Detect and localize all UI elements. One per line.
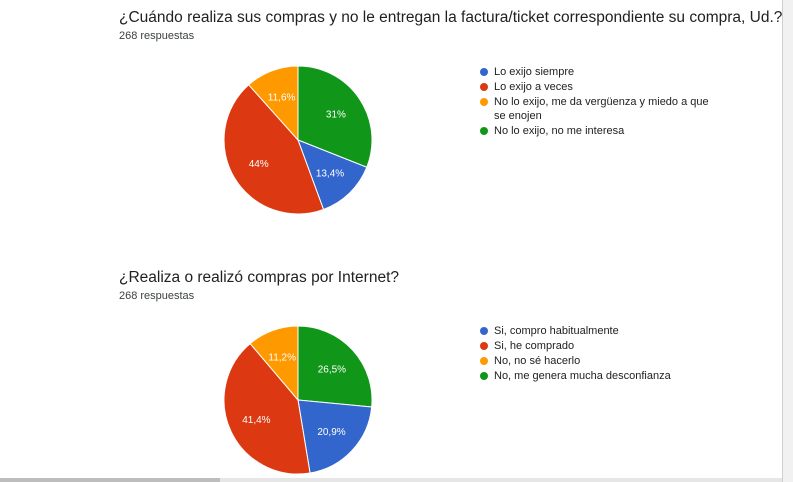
slice-label: 26,5% <box>318 365 346 376</box>
pie-chart[interactable]: 26,5% 20,9% 41,4% 11,2% <box>200 320 400 480</box>
legend-item[interactable]: Si, compro habitualmente <box>480 324 709 338</box>
pie-slice[interactable] <box>223 84 325 215</box>
responses-count: 268 respuestas <box>119 30 194 42</box>
window-bottom-edge <box>0 478 782 482</box>
legend-swatch <box>480 342 488 350</box>
legend-item[interactable]: Lo exijo siempre <box>480 65 709 79</box>
responses-number: 268 <box>119 290 138 302</box>
pie-slice[interactable] <box>248 65 299 142</box>
chart-title: ¿Cuándo realiza sus compras y no le entr… <box>119 9 783 26</box>
legend-label: No lo exijo, no me interesa <box>494 125 625 137</box>
legend-label: No lo exijo, me da vergüenza y miedo a q… <box>494 96 709 122</box>
chart-legend: Lo exijo siempre Lo exijo a veces No lo … <box>480 65 709 139</box>
legend-swatch <box>480 98 488 106</box>
responses-word: respuestas <box>140 30 195 42</box>
responses-word: respuestas <box>140 290 195 302</box>
legend-label: Si, he comprado <box>494 340 575 352</box>
pie-slice[interactable] <box>297 325 373 408</box>
legend-label: No, me genera mucha desconfianza <box>494 370 671 382</box>
slice-label: 13,4% <box>316 168 344 179</box>
legend-label: Si, compro habitualmente <box>494 325 619 337</box>
legend-swatch <box>480 83 488 91</box>
pie-chart[interactable]: 31% 13,4% 44% 11,6% <box>200 60 400 220</box>
window-right-edge <box>782 0 793 482</box>
pie-slice[interactable] <box>249 325 299 402</box>
legend-swatch <box>480 372 488 380</box>
pie-slice[interactable] <box>297 65 373 168</box>
horizontal-scrollbar[interactable] <box>0 478 220 482</box>
pie-slice[interactable] <box>297 139 368 211</box>
slice-label: 11,6% <box>268 93 296 104</box>
pie-slice[interactable] <box>223 342 311 475</box>
legend-swatch <box>480 357 488 365</box>
legend-swatch <box>480 68 488 76</box>
legend-item[interactable]: No, no sé hacerlo <box>480 354 709 368</box>
legend-item[interactable]: Lo exijo a veces <box>480 80 709 94</box>
slice-label: 20,9% <box>317 427 345 438</box>
chart-legend: Si, compro habitualmente Si, he comprado… <box>480 324 709 384</box>
responses-count: 268 respuestas <box>119 290 194 302</box>
window-right-border <box>782 0 783 482</box>
legend-swatch <box>480 127 488 135</box>
legend-item[interactable]: No lo exijo, no me interesa <box>480 124 709 138</box>
slice-label: 41,4% <box>242 415 270 426</box>
legend-item[interactable]: No, me genera mucha desconfianza <box>480 369 709 383</box>
slice-label: 11,2% <box>268 352 296 363</box>
legend-label: No, no sé hacerlo <box>494 355 581 367</box>
slice-label: 44% <box>249 159 269 170</box>
legend-label: Lo exijo siempre <box>494 66 575 78</box>
chart-title: ¿Realiza o realizó compras por Internet? <box>119 269 399 286</box>
legend-label: Lo exijo a veces <box>494 81 573 93</box>
legend-item[interactable]: No lo exijo, me da vergüenza y miedo a q… <box>480 95 709 123</box>
pie-slice[interactable] <box>297 399 373 474</box>
responses-number: 268 <box>119 30 138 42</box>
legend-item[interactable]: Si, he comprado <box>480 339 709 353</box>
legend-swatch <box>480 327 488 335</box>
slice-label: 31% <box>326 110 346 121</box>
